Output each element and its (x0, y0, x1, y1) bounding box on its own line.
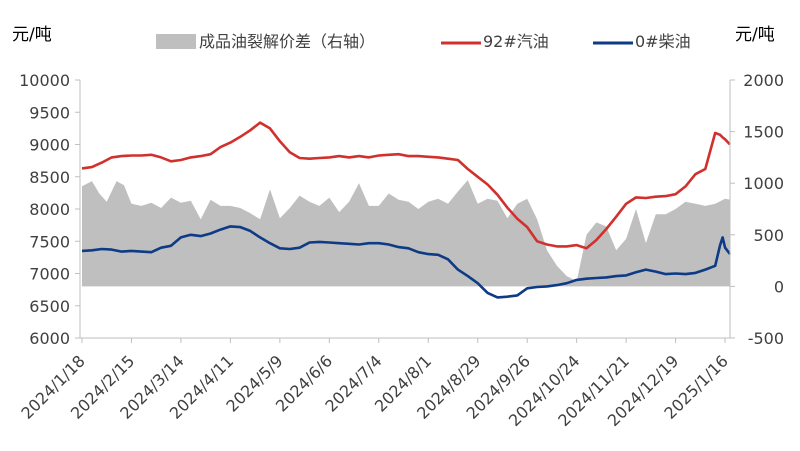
left-tick-label: 8000 (29, 200, 70, 219)
left-axis-unit: 元/吨 (12, 25, 52, 45)
left-tick-label: 7500 (29, 232, 70, 251)
right-axis-ticks: -500 0 500 1000 1500 2000 (730, 71, 784, 348)
right-tick-label: 0 (774, 277, 784, 296)
left-tick-label: 6500 (29, 297, 70, 316)
legend-label-spread: 成品油裂解价差（右轴） (199, 32, 375, 51)
gasoline-line-series (81, 121, 731, 250)
right-tick-label: 1500 (743, 123, 784, 142)
right-tick-label: 1000 (743, 174, 784, 193)
plot-area (81, 121, 732, 299)
left-axis-ticks: 6000 6500 7000 7500 8000 8500 9000 9500 10000 (19, 71, 80, 348)
left-tick-label: 7000 (29, 265, 70, 284)
legend-swatch-spread (156, 34, 196, 49)
legend: 成品油裂解价差（右轴） 92#汽油 0#柴油 (156, 32, 691, 51)
left-tick-label: 9500 (29, 103, 70, 122)
left-tick-label: 6000 (29, 329, 70, 348)
right-tick-label: -500 (748, 329, 784, 348)
right-tick-label: 500 (753, 226, 784, 245)
left-tick-label: 8500 (29, 168, 70, 187)
legend-label-diesel: 0#柴油 (635, 32, 691, 51)
x-axis-ticks: 2024/1/182024/2/152024/3/142024/4/112024… (17, 338, 732, 430)
legend-label-gasoline: 92#汽油 (483, 32, 549, 51)
spread-area-series (82, 180, 730, 287)
right-axis-unit: 元/吨 (735, 25, 775, 45)
left-tick-label: 10000 (19, 71, 70, 90)
left-tick-label: 9000 (29, 136, 70, 155)
right-tick-label: 2000 (743, 71, 784, 90)
diesel-line-series (81, 225, 732, 299)
